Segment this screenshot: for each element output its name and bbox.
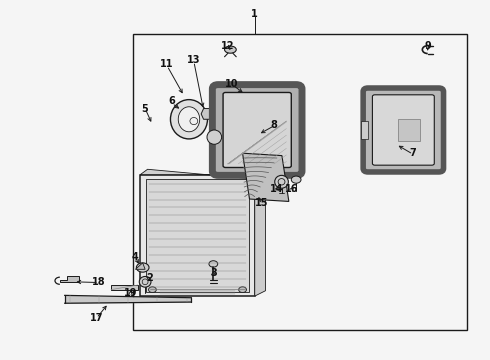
Ellipse shape <box>291 176 301 183</box>
Text: 10: 10 <box>225 78 239 89</box>
Text: 16: 16 <box>285 184 298 194</box>
Bar <box>146 179 249 292</box>
FancyBboxPatch shape <box>363 88 443 172</box>
Text: 4: 4 <box>132 252 139 262</box>
Bar <box>111 285 138 290</box>
Polygon shape <box>201 109 218 119</box>
Ellipse shape <box>178 107 200 132</box>
Bar <box>361 121 368 139</box>
Text: 8: 8 <box>271 120 278 130</box>
Polygon shape <box>398 119 420 141</box>
Ellipse shape <box>209 261 218 267</box>
Text: 15: 15 <box>255 198 269 208</box>
Text: 14: 14 <box>270 184 283 194</box>
Text: 1: 1 <box>251 9 258 19</box>
Text: 12: 12 <box>221 41 235 51</box>
Bar <box>140 175 255 296</box>
FancyBboxPatch shape <box>372 95 434 165</box>
Polygon shape <box>135 263 145 269</box>
Text: 13: 13 <box>187 55 200 65</box>
FancyBboxPatch shape <box>223 93 291 167</box>
Polygon shape <box>60 276 79 282</box>
FancyBboxPatch shape <box>212 85 302 175</box>
Text: 18: 18 <box>92 277 106 287</box>
Ellipse shape <box>136 263 149 272</box>
Polygon shape <box>140 169 266 180</box>
Polygon shape <box>255 175 266 296</box>
Text: 11: 11 <box>160 59 174 69</box>
Ellipse shape <box>139 276 151 287</box>
Ellipse shape <box>207 130 221 144</box>
Text: 6: 6 <box>169 96 175 107</box>
Text: 3: 3 <box>210 268 217 278</box>
Text: 2: 2 <box>147 273 153 283</box>
Ellipse shape <box>224 46 236 53</box>
Text: 17: 17 <box>90 312 103 323</box>
Ellipse shape <box>171 100 207 139</box>
Text: 9: 9 <box>424 41 431 51</box>
Text: 5: 5 <box>142 104 148 113</box>
Bar <box>133 33 466 330</box>
Text: 7: 7 <box>410 148 416 158</box>
Ellipse shape <box>148 287 156 293</box>
Ellipse shape <box>275 175 288 188</box>
Text: 19: 19 <box>124 288 137 297</box>
Ellipse shape <box>239 287 246 293</box>
Polygon shape <box>243 153 289 202</box>
